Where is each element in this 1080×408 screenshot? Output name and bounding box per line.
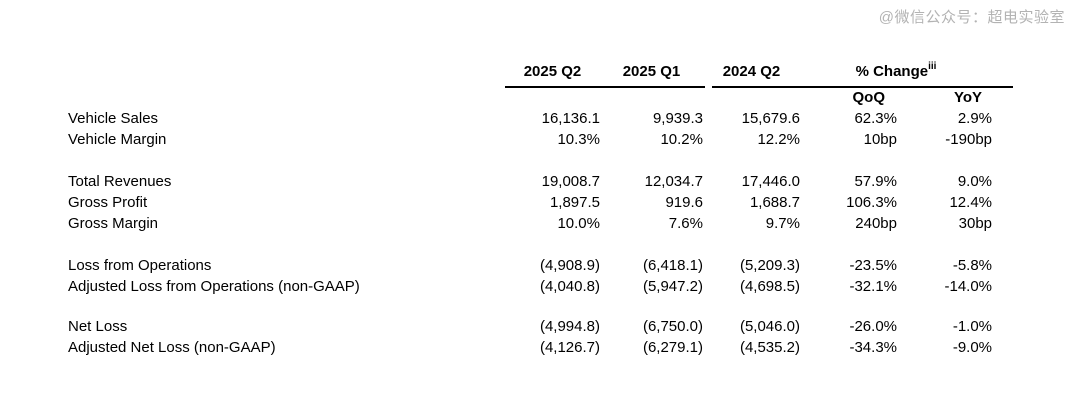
cell-value: -34.3% [849,339,897,356]
cell-value: -14.0% [944,278,993,295]
cell-value: 15,679.6 [741,110,800,127]
cell-value: 10bp [863,131,897,148]
table-row-adjusted-net-loss: Adjusted Net Loss (non-GAAP) (4,126.7) (… [68,337,992,358]
cell-value: (5,046.0) [739,318,800,335]
table-row-total-revenues: Total Revenues 19,008.7 12,034.7 17,446.… [68,171,992,192]
sub-header-row: QoQ YoY [68,86,992,108]
cell-value: 10.0% [557,215,600,232]
cell-value: 12.4% [949,194,993,211]
header-row: 2025 Q2 2025 Q1 2024 Q2 % Changeiii [68,56,992,86]
header-empty-cell [68,56,505,86]
cell-value: 9.0% [957,173,993,190]
row-label: Adjusted Net Loss (non-GAAP) [68,339,276,356]
row-label: Total Revenues [68,173,172,190]
row-label: Vehicle Sales [68,110,159,127]
spacer-row [68,297,992,316]
cell-value: 10.2% [660,131,703,148]
header-rule-right [712,86,1013,88]
cell-value: 57.9% [854,173,897,190]
row-label: Loss from Operations [68,257,212,274]
cell-value: (6,418.1) [642,257,703,274]
cell-value: (4,994.8) [539,318,600,335]
col-header-2025-q1: 2025 Q1 [622,62,681,80]
header-rule-left [505,86,705,88]
cell-value: -5.8% [952,257,993,274]
pct-change-label: % Change [855,63,929,80]
cell-value: -26.0% [849,318,897,335]
cell-value: (5,947.2) [642,278,703,295]
cell-value: 19,008.7 [541,173,600,190]
cell-value: 2.9% [957,110,993,127]
col-header-pct-change: % Changeiii [800,56,992,86]
table-row-adjusted-loss-from-operations: Adjusted Loss from Operations (non-GAAP)… [68,276,992,297]
cell-value: -23.5% [849,257,897,274]
cell-value: -9.0% [952,339,993,356]
cell-value: (4,126.7) [539,339,600,356]
cell-value: (6,279.1) [642,339,703,356]
table-row-gross-margin: Gross Margin 10.0% 7.6% 9.7% 240bp 30bp [68,213,992,234]
row-label: Net Loss [68,318,128,335]
row-label: Gross Profit [68,194,148,211]
cell-value: 16,136.1 [541,110,600,127]
cell-value: 7.6% [668,215,703,232]
financial-results-table: 2025 Q2 2025 Q1 2024 Q2 % Changeiii QoQ … [68,56,992,358]
cell-value: 106.3% [846,194,897,211]
cell-value: 9.7% [765,215,800,232]
cell-value: -1.0% [952,318,993,335]
table-row-vehicle-margin: Vehicle Margin 10.3% 10.2% 12.2% 10bp -1… [68,129,992,150]
cell-value: 17,446.0 [741,173,800,190]
row-label: Gross Margin [68,215,159,232]
cell-value: 1,897.5 [549,194,600,211]
table-row-vehicle-sales: Vehicle Sales 16,136.1 9,939.3 15,679.6 … [68,108,992,129]
spacer-row [68,234,992,255]
sub-header-qoq: QoQ [852,88,886,106]
cell-value: (4,040.8) [539,278,600,295]
cell-value: 62.3% [854,110,897,127]
table-row-loss-from-operations: Loss from Operations (4,908.9) (6,418.1)… [68,255,992,276]
cell-value: (4,535.2) [739,339,800,356]
cell-value: -32.1% [849,278,897,295]
cell-value: 30bp [958,215,993,232]
cell-value: (5,209.3) [739,257,800,274]
cell-value: 9,939.3 [652,110,703,127]
spacer-row [68,150,992,171]
table-row-net-loss: Net Loss (4,994.8) (6,750.0) (5,046.0) -… [68,316,992,337]
cell-value: 240bp [855,215,897,232]
row-label: Adjusted Loss from Operations (non-GAAP) [68,278,360,295]
cell-value: 12,034.7 [644,173,703,190]
cell-value: (6,750.0) [642,318,703,335]
table-row-gross-profit: Gross Profit 1,897.5 919.6 1,688.7 106.3… [68,192,992,213]
watermark-text: @微信公众号：超电实验室 [878,9,1065,26]
col-header-2025-q2: 2025 Q2 [523,62,582,80]
cell-value: 1,688.7 [749,194,800,211]
cell-value: (4,908.9) [539,257,600,274]
cell-value: 10.3% [557,131,600,148]
row-label: Vehicle Margin [68,131,167,148]
pct-change-footnote-marker: iii [928,61,937,72]
col-header-2024-q2: 2024 Q2 [722,62,781,80]
cell-value: 919.6 [665,194,703,211]
sub-header-yoy: YoY [953,88,983,106]
cell-value: 12.2% [757,131,800,148]
cell-value: -190bp [945,131,993,148]
cell-value: (4,698.5) [739,278,800,295]
